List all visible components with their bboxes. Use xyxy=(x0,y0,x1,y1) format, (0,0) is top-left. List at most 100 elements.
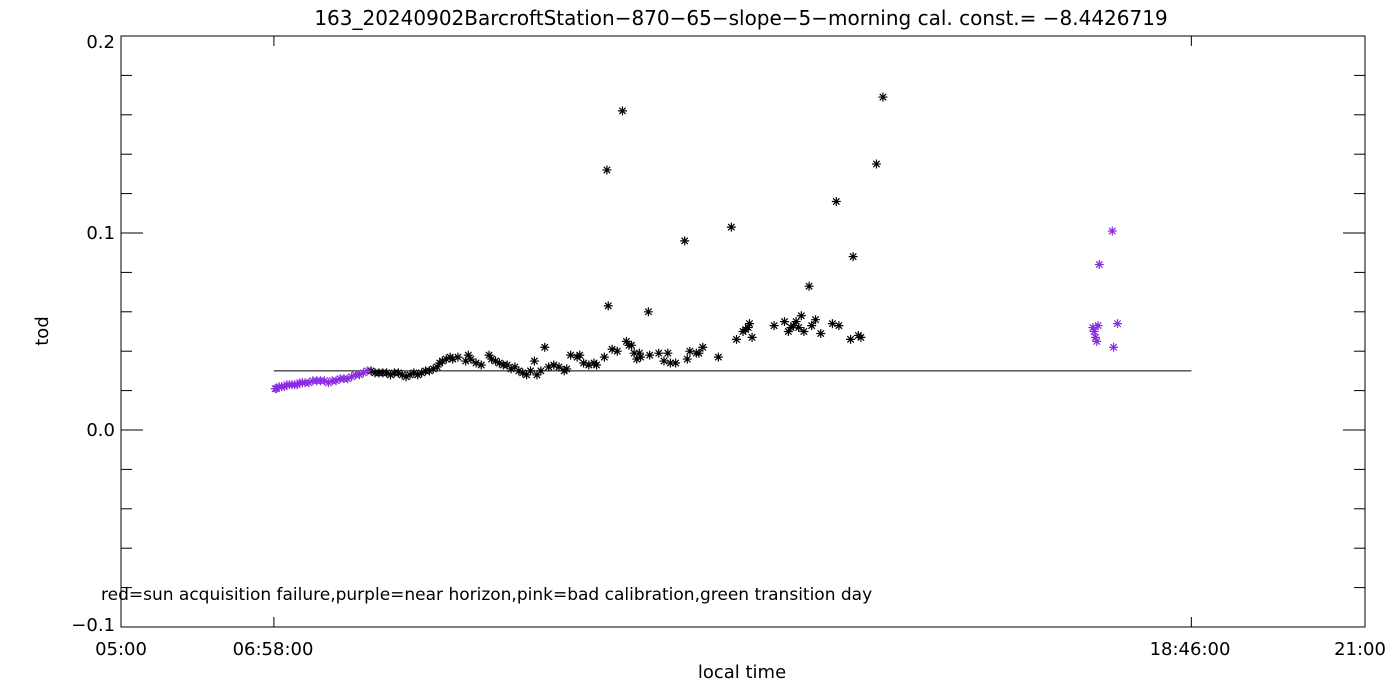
data-point xyxy=(878,92,888,102)
data-point xyxy=(629,348,639,358)
data-point xyxy=(536,366,546,376)
data-point xyxy=(621,336,631,346)
data-point xyxy=(397,370,407,380)
data-point xyxy=(807,321,817,331)
data-point xyxy=(834,321,844,331)
data-point xyxy=(682,354,692,364)
x-tick-label: 21:00 xyxy=(1334,639,1386,660)
data-point xyxy=(584,360,594,370)
data-point-near-horizon xyxy=(347,372,357,382)
data-point xyxy=(393,368,403,378)
data-point-near-horizon xyxy=(362,366,372,376)
data-point xyxy=(769,321,779,331)
data-point xyxy=(386,370,396,380)
data-point xyxy=(827,319,837,329)
data-point xyxy=(789,321,799,331)
data-point xyxy=(665,358,675,368)
data-point xyxy=(554,362,564,372)
x-axis-ticks xyxy=(120,36,1366,627)
data-point xyxy=(382,368,392,378)
data-point xyxy=(779,317,789,327)
data-point xyxy=(726,222,736,232)
data-point-near-horizon xyxy=(331,376,341,386)
data-point xyxy=(654,348,664,358)
data-point xyxy=(592,360,602,370)
x-tick-label: 06:58:00 xyxy=(233,639,314,660)
data-point xyxy=(510,362,520,372)
data-point xyxy=(603,301,613,311)
y-tick-label: −0.1 xyxy=(71,615,115,636)
data-point xyxy=(518,368,528,378)
data-point xyxy=(659,356,669,366)
x-tick-label: 18:46:00 xyxy=(1150,639,1231,660)
data-point xyxy=(612,346,622,356)
data-point-near-horizon xyxy=(304,378,314,388)
data-point xyxy=(791,317,801,327)
data-point xyxy=(549,360,559,370)
y-tick-label: 0.2 xyxy=(86,32,115,53)
data-point xyxy=(602,165,612,175)
data-point xyxy=(744,319,754,329)
data-point-near-horizon xyxy=(1109,342,1119,352)
data-point xyxy=(599,352,609,362)
data-point xyxy=(643,307,653,317)
data-point xyxy=(405,370,415,380)
data-point xyxy=(514,366,524,376)
data-points xyxy=(270,92,1122,394)
data-point xyxy=(540,342,550,352)
data-point xyxy=(502,360,512,370)
data-point xyxy=(529,356,539,366)
data-point xyxy=(448,354,458,364)
data-point xyxy=(579,358,589,368)
data-point xyxy=(484,350,494,360)
data-point xyxy=(663,348,673,358)
data-point-near-horizon xyxy=(1107,226,1117,236)
data-point-near-horizon xyxy=(1093,321,1103,331)
data-point xyxy=(794,323,804,333)
data-point-near-horizon xyxy=(1088,323,1098,333)
data-point xyxy=(743,323,753,333)
data-point xyxy=(432,362,442,372)
data-point xyxy=(575,350,585,360)
data-point xyxy=(816,328,826,338)
data-point-near-horizon xyxy=(1113,319,1122,329)
data-point xyxy=(494,358,504,368)
data-point xyxy=(487,354,497,364)
data-point xyxy=(671,358,681,368)
data-point xyxy=(796,311,806,321)
plot-frame xyxy=(120,35,1366,628)
data-point xyxy=(532,370,542,380)
data-point xyxy=(401,372,411,382)
data-point xyxy=(441,354,451,364)
data-point xyxy=(636,352,646,362)
data-point xyxy=(437,356,447,366)
data-point xyxy=(634,348,644,358)
y-axis-ticks xyxy=(121,35,1365,628)
data-point xyxy=(463,350,473,360)
data-point xyxy=(544,362,554,372)
data-point-near-horizon xyxy=(343,374,353,384)
data-point xyxy=(566,350,576,360)
data-point xyxy=(871,159,881,169)
data-point xyxy=(607,344,617,354)
data-point xyxy=(453,352,463,362)
x-axis-tick-labels: 05:00 06:58:00 18:46:00 21:00 xyxy=(95,639,1386,660)
data-point xyxy=(409,368,419,378)
data-point-near-horizon xyxy=(358,368,368,378)
data-point-near-horizon xyxy=(1090,332,1100,342)
data-point xyxy=(783,327,793,336)
data-point xyxy=(506,364,516,374)
data-point xyxy=(466,354,476,364)
data-point-near-horizon xyxy=(319,376,329,386)
x-axis-label: local time xyxy=(698,662,786,683)
data-point xyxy=(732,334,742,344)
data-point xyxy=(846,334,856,344)
data-point xyxy=(848,252,858,262)
x-tick-label: 05:00 xyxy=(95,639,147,660)
data-point xyxy=(562,364,572,374)
data-point xyxy=(617,106,627,116)
y-axis-label: tod xyxy=(32,316,53,346)
data-point xyxy=(476,360,486,370)
data-point xyxy=(694,348,704,358)
